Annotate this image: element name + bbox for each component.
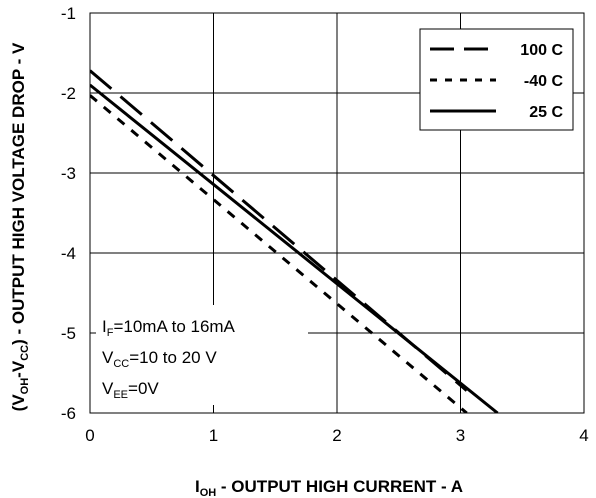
plot-area-frame: [89, 12, 585, 414]
y-tick-label: -5: [61, 324, 76, 343]
annotation-line: VCC=10 to 20 V: [102, 348, 217, 370]
y-tick-label: -3: [61, 164, 76, 183]
series-group: [90, 69, 499, 413]
y-axis-title: (VOH-VCC) - OUTPUT HIGH VOLTAGE DROP - V: [9, 42, 31, 411]
y-tick-label: -1: [61, 4, 76, 23]
x-tick-label: 2: [332, 426, 341, 445]
y-tick-label: -2: [61, 84, 76, 103]
legend: 100 C -40 C 25 C: [419, 28, 574, 131]
series-line-solid: [90, 83, 499, 413]
conditions-annotation-bg: [96, 305, 308, 405]
y-tick-label: -4: [61, 244, 76, 263]
legend-label: 100 C: [520, 42, 563, 59]
x-axis-title: IOH - OUTPUT HIGH CURRENT - A: [195, 477, 463, 498]
annotation-line: IF=10mA to 16mA: [102, 317, 236, 339]
y-tick-label: -6: [61, 404, 76, 423]
x-tick-label: 1: [209, 426, 218, 445]
legend-label: -40 C: [524, 73, 564, 90]
annotation-line: VEE=0V: [102, 379, 159, 401]
conditions-annotation: IF=10mA to 16mA VCC=10 to 20 V VEE=0V: [96, 305, 308, 405]
legend-label: 25 C: [529, 104, 563, 121]
x-tick-label: 4: [579, 426, 588, 445]
x-tick-label: 0: [85, 426, 94, 445]
x-tick-label: 3: [456, 426, 465, 445]
